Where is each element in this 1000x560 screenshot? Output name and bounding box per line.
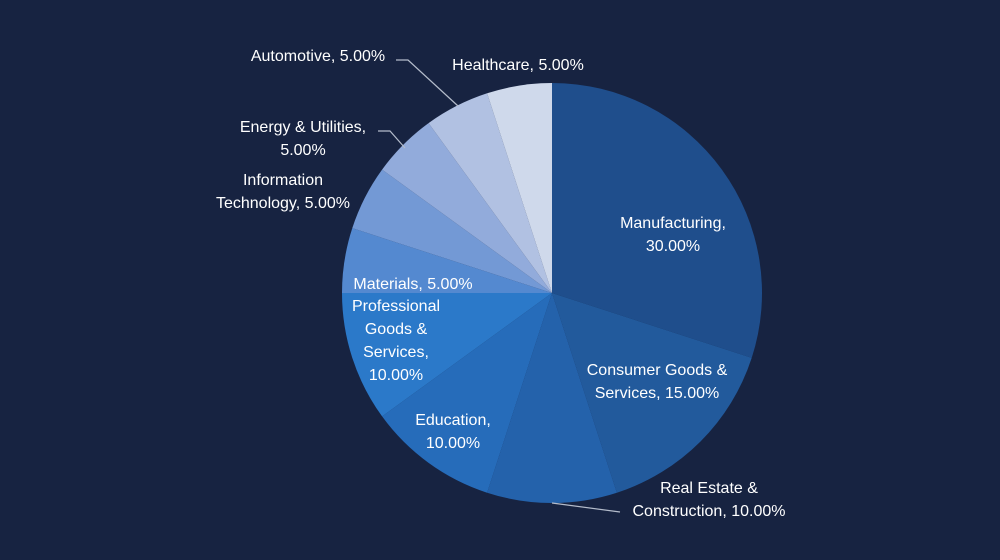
pie-slice-professional-goods-services <box>342 293 552 417</box>
pie-slice-healthcare <box>487 83 552 293</box>
data-label-professional-goods-services: Professional Goods & Services, 10.00% <box>352 298 440 384</box>
data-label-automotive: Automotive, 5.00% <box>251 48 385 65</box>
pie-slice-energy-utilities <box>382 123 552 293</box>
data-label-materials: Materials, 5.00% <box>353 276 472 293</box>
data-label-manufacturing: Manufacturing, 30.00% <box>620 215 726 255</box>
data-label-real-estate-construction: Real Estate & Construction, 10.00% <box>633 480 786 520</box>
pie-slice-real-estate-construction <box>487 293 617 503</box>
pie-slice-manufacturing <box>552 83 762 358</box>
slice-labels: Manufacturing, 30.00% Consumer Goods & Serv… <box>216 48 786 520</box>
pie-slice-automotive <box>428 93 552 293</box>
data-label-healthcare: Healthcare, 5.00% <box>452 57 584 74</box>
data-label-consumer-goods-services: Consumer Goods & Services, 15.00% <box>587 362 728 402</box>
leader-line <box>378 130 406 149</box>
data-label-energy-utilities: Energy & Utilities, 5.00% <box>240 119 366 159</box>
leader-lines <box>378 59 621 513</box>
data-label-information-technology: Information Technology, 5.00% <box>216 172 350 212</box>
leader-line <box>551 502 621 513</box>
leader-line <box>396 59 459 107</box>
pie-slices <box>342 83 762 503</box>
data-label-education: Education, 10.00% <box>415 412 491 452</box>
pie-slice-information-technology <box>352 169 552 293</box>
pie-slice-education <box>382 293 552 493</box>
pie-slice-consumer-goods-services <box>552 293 752 493</box>
pie-slice-materials <box>342 228 552 293</box>
